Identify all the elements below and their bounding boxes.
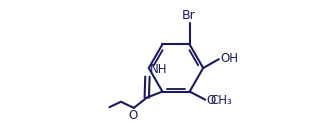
Text: OH: OH — [220, 52, 238, 65]
Text: O: O — [206, 94, 215, 107]
Text: Br: Br — [181, 9, 195, 22]
Text: CH₃: CH₃ — [211, 94, 232, 107]
Text: O: O — [128, 109, 137, 122]
Text: NH: NH — [150, 63, 167, 75]
